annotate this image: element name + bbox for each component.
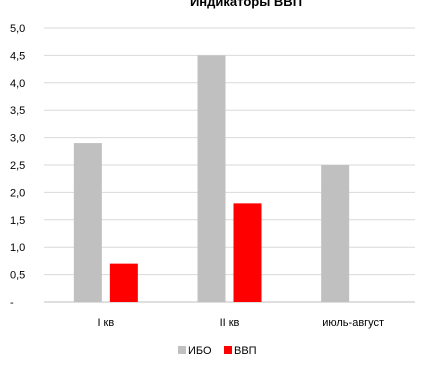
y-tick-label: 1,0 xyxy=(10,242,25,254)
legend: ИБО ВВП xyxy=(178,345,257,357)
y-tick-label: 5,0 xyxy=(10,23,25,35)
bar-ibo-3 xyxy=(321,165,350,302)
legend-swatch xyxy=(178,346,186,354)
y-tick-label: 0,5 xyxy=(10,270,25,282)
bar-vvp-1 xyxy=(109,263,138,302)
y-tick-label: 1,5 xyxy=(10,215,25,227)
bars xyxy=(73,55,350,303)
bar-ibo-1 xyxy=(73,143,102,302)
y-tick-label: 3,0 xyxy=(10,133,25,145)
bar-ibo-2 xyxy=(197,55,226,303)
legend-label: ВВП xyxy=(234,345,257,357)
y-tick-label: 4,0 xyxy=(10,78,25,90)
bar-vvp-2 xyxy=(233,203,262,302)
y-tick-label: - xyxy=(10,297,14,309)
y-tick-label: 2,5 xyxy=(10,160,25,172)
chart-title: Индикаторы ВВП xyxy=(190,0,302,9)
gridlines xyxy=(44,27,415,303)
x-category-label: I кв xyxy=(97,317,114,329)
y-tick-label: 3,5 xyxy=(10,105,25,117)
y-tick-label: 2,0 xyxy=(10,187,25,199)
y-axis-ticks: - 0,5 1,0 1,5 2,0 2,5 3,0 3,5 4,0 4,5 5,0 xyxy=(10,23,25,309)
legend-label: ИБО xyxy=(188,345,212,357)
x-category-label: июль-август xyxy=(322,317,384,329)
legend-swatch xyxy=(224,346,232,354)
x-category-label: II кв xyxy=(220,317,240,329)
y-tick-label: 4,5 xyxy=(10,50,25,62)
x-axis-categories: I кв II кв июль-август xyxy=(97,317,384,329)
